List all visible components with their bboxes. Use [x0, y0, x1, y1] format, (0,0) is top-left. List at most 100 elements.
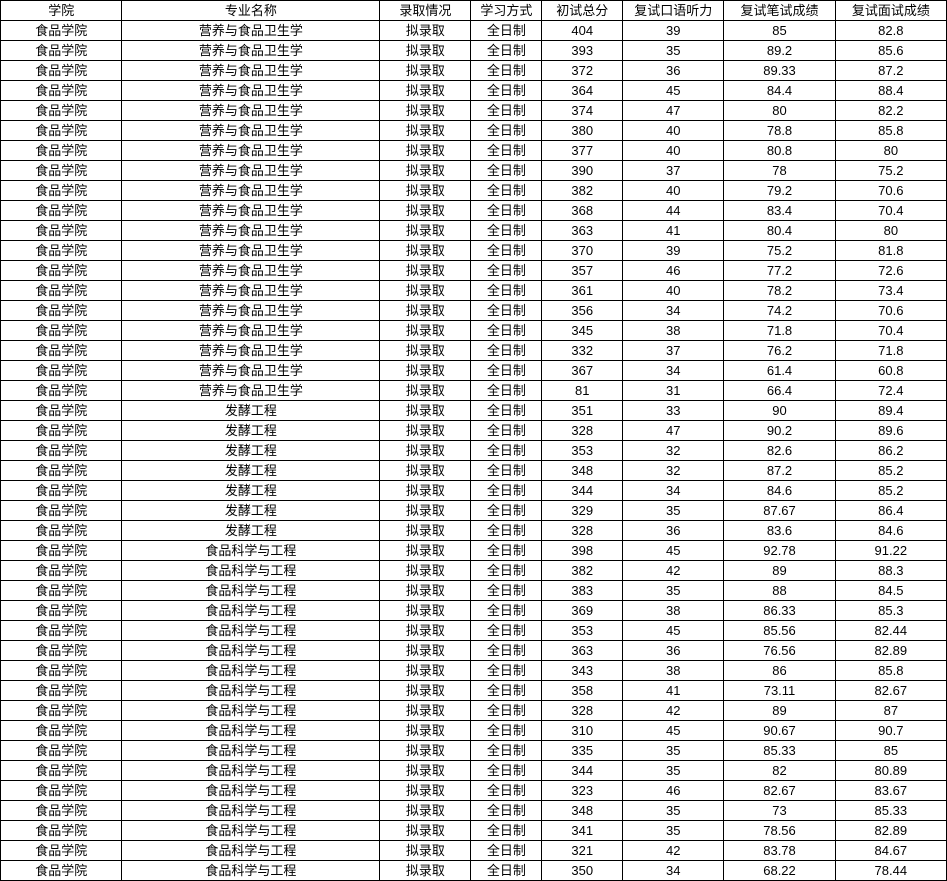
table-cell: 71.8 — [835, 341, 946, 361]
table-cell: 全日制 — [471, 841, 542, 861]
table-cell: 85.8 — [835, 121, 946, 141]
table-cell: 食品科学与工程 — [122, 581, 380, 601]
admission-table: 学院 专业名称 录取情况 学习方式 初试总分 复试口语听力 复试笔试成绩 复试面… — [0, 0, 947, 881]
table-cell: 发酵工程 — [122, 441, 380, 461]
table-cell: 拟录取 — [380, 261, 471, 281]
table-cell: 348 — [542, 461, 623, 481]
table-cell: 36 — [623, 641, 724, 661]
table-cell: 营养与食品卫生学 — [122, 361, 380, 381]
table-cell: 363 — [542, 641, 623, 661]
col-header-college: 学院 — [1, 1, 122, 21]
table-cell: 92.78 — [724, 541, 835, 561]
table-cell: 食品学院 — [1, 481, 122, 501]
table-cell: 41 — [623, 221, 724, 241]
table-cell: 40 — [623, 141, 724, 161]
table-row: 食品学院食品科学与工程拟录取全日制3503468.2278.44 — [1, 861, 947, 881]
table-cell: 358 — [542, 681, 623, 701]
table-cell: 33 — [623, 401, 724, 421]
table-cell: 85.33 — [835, 801, 946, 821]
table-cell: 全日制 — [471, 521, 542, 541]
table-cell: 食品学院 — [1, 461, 122, 481]
table-row: 食品学院营养与食品卫生学拟录取全日制3673461.460.8 — [1, 361, 947, 381]
table-cell: 全日制 — [471, 341, 542, 361]
table-cell: 61.4 — [724, 361, 835, 381]
table-cell: 食品学院 — [1, 801, 122, 821]
table-cell: 78 — [724, 161, 835, 181]
table-cell: 拟录取 — [380, 661, 471, 681]
col-header-oral: 复试口语听力 — [623, 1, 724, 21]
table-cell: 357 — [542, 261, 623, 281]
table-cell: 344 — [542, 481, 623, 501]
table-cell: 82 — [724, 761, 835, 781]
table-cell: 拟录取 — [380, 521, 471, 541]
table-cell: 全日制 — [471, 321, 542, 341]
table-cell: 全日制 — [471, 141, 542, 161]
table-cell: 食品学院 — [1, 101, 122, 121]
table-cell: 食品学院 — [1, 201, 122, 221]
table-cell: 全日制 — [471, 61, 542, 81]
table-cell: 35 — [623, 761, 724, 781]
table-cell: 营养与食品卫生学 — [122, 321, 380, 341]
table-cell: 营养与食品卫生学 — [122, 221, 380, 241]
table-cell: 323 — [542, 781, 623, 801]
table-cell: 拟录取 — [380, 681, 471, 701]
table-cell: 拟录取 — [380, 541, 471, 561]
table-cell: 营养与食品卫生学 — [122, 141, 380, 161]
table-cell: 84.6 — [835, 521, 946, 541]
table-cell: 75.2 — [835, 161, 946, 181]
table-cell: 82.89 — [835, 641, 946, 661]
table-cell: 45 — [623, 621, 724, 641]
table-cell: 74.2 — [724, 301, 835, 321]
table-cell: 85.2 — [835, 481, 946, 501]
table-cell: 82.67 — [835, 681, 946, 701]
table-cell: 46 — [623, 781, 724, 801]
table-cell: 77.2 — [724, 261, 835, 281]
table-cell: 40 — [623, 281, 724, 301]
table-cell: 拟录取 — [380, 741, 471, 761]
table-cell: 全日制 — [471, 601, 542, 621]
table-cell: 76.56 — [724, 641, 835, 661]
table-cell: 食品学院 — [1, 61, 122, 81]
table-row: 食品学院食品科学与工程拟录取全日制3104590.6790.7 — [1, 721, 947, 741]
table-cell: 82.8 — [835, 21, 946, 41]
table-cell: 45 — [623, 81, 724, 101]
table-cell: 32 — [623, 461, 724, 481]
table-cell: 拟录取 — [380, 841, 471, 861]
table-row: 食品学院营养与食品卫生学拟录取全日制3563474.270.6 — [1, 301, 947, 321]
table-cell: 83.78 — [724, 841, 835, 861]
table-row: 食品学院发酵工程拟录取全日制3283683.684.6 — [1, 521, 947, 541]
table-cell: 食品学院 — [1, 141, 122, 161]
table-row: 食品学院食品科学与工程拟录取全日制382428988.3 — [1, 561, 947, 581]
table-cell: 89.33 — [724, 61, 835, 81]
col-header-major: 专业名称 — [122, 1, 380, 21]
table-cell: 310 — [542, 721, 623, 741]
table-cell: 47 — [623, 421, 724, 441]
table-cell: 全日制 — [471, 41, 542, 61]
table-row: 食品学院食品科学与工程拟录取全日制343388685.8 — [1, 661, 947, 681]
table-cell: 341 — [542, 821, 623, 841]
table-cell: 34 — [623, 361, 724, 381]
table-cell: 食品学院 — [1, 841, 122, 861]
table-cell: 85.56 — [724, 621, 835, 641]
table-cell: 70.6 — [835, 181, 946, 201]
table-cell: 全日制 — [471, 861, 542, 881]
table-cell: 拟录取 — [380, 241, 471, 261]
table-cell: 食品学院 — [1, 821, 122, 841]
table-cell: 食品学院 — [1, 421, 122, 441]
table-row: 食品学院食品科学与工程拟录取全日制3693886.3385.3 — [1, 601, 947, 621]
table-row: 食品学院营养与食品卫生学拟录取全日制3453871.870.4 — [1, 321, 947, 341]
table-cell: 343 — [542, 661, 623, 681]
table-cell: 364 — [542, 81, 623, 101]
table-row: 食品学院食品科学与工程拟录取全日制3633676.5682.89 — [1, 641, 947, 661]
table-cell: 营养与食品卫生学 — [122, 61, 380, 81]
table-row: 食品学院营养与食品卫生学拟录取全日制3774080.880 — [1, 141, 947, 161]
table-cell: 38 — [623, 321, 724, 341]
table-cell: 374 — [542, 101, 623, 121]
table-cell: 85.6 — [835, 41, 946, 61]
table-cell: 42 — [623, 561, 724, 581]
table-cell: 全日制 — [471, 501, 542, 521]
table-cell: 全日制 — [471, 481, 542, 501]
table-cell: 350 — [542, 861, 623, 881]
table-cell: 营养与食品卫生学 — [122, 121, 380, 141]
table-cell: 38 — [623, 661, 724, 681]
